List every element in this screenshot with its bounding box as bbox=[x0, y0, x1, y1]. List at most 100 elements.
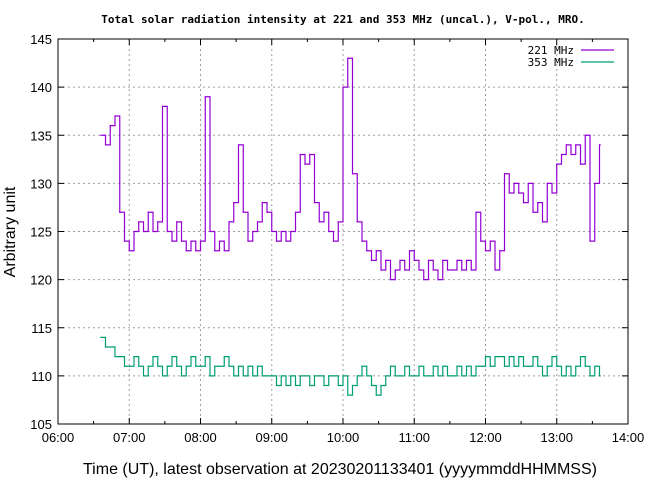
data-point bbox=[280, 230, 282, 233]
data-point bbox=[594, 182, 596, 184]
x-tick-label: 11:00 bbox=[398, 430, 430, 445]
data-point bbox=[418, 365, 420, 367]
data-point bbox=[252, 230, 254, 233]
data-point bbox=[128, 250, 130, 252]
data-point bbox=[166, 230, 168, 233]
data-point bbox=[556, 365, 558, 367]
data-point bbox=[142, 375, 145, 377]
data-point bbox=[475, 211, 477, 213]
y-tick-label: 140 bbox=[30, 80, 52, 95]
data-point bbox=[546, 182, 548, 184]
data-point bbox=[475, 365, 477, 367]
x-tick-label: 13:00 bbox=[540, 430, 573, 445]
x-tick-label: 12:00 bbox=[469, 430, 502, 445]
data-point bbox=[100, 134, 102, 136]
data-point bbox=[570, 375, 572, 377]
plot-frame bbox=[57, 38, 629, 425]
data-point bbox=[584, 365, 586, 367]
data-point bbox=[513, 365, 515, 367]
data-point bbox=[195, 365, 197, 367]
data-point bbox=[199, 365, 202, 367]
data-point bbox=[427, 375, 430, 377]
data-point bbox=[351, 173, 354, 175]
data-point bbox=[228, 365, 230, 367]
data-point bbox=[551, 192, 553, 194]
data-point bbox=[313, 202, 316, 204]
data-point bbox=[584, 134, 586, 136]
data-point bbox=[185, 365, 187, 367]
data-point bbox=[380, 384, 382, 387]
data-point bbox=[171, 240, 173, 242]
data-point bbox=[527, 365, 529, 367]
data-point bbox=[237, 144, 240, 146]
data-point bbox=[261, 375, 263, 377]
data-point bbox=[470, 375, 472, 377]
data-point bbox=[432, 269, 434, 271]
data-point bbox=[461, 375, 463, 377]
data-point bbox=[294, 384, 297, 387]
data-point bbox=[242, 375, 244, 377]
data-point bbox=[119, 211, 121, 213]
data-point bbox=[299, 375, 301, 377]
data-point bbox=[138, 365, 140, 367]
legend-label: 221 MHz bbox=[528, 44, 574, 57]
data-point bbox=[499, 250, 501, 252]
data-point bbox=[465, 365, 468, 367]
data-point bbox=[223, 356, 225, 358]
y-tick-label: 115 bbox=[31, 321, 52, 336]
data-point bbox=[147, 365, 149, 367]
data-point bbox=[456, 259, 458, 261]
data-point bbox=[389, 365, 392, 367]
data-point bbox=[266, 211, 268, 213]
data-point bbox=[598, 375, 601, 377]
data-point bbox=[252, 375, 254, 377]
data-point bbox=[109, 125, 111, 127]
data-point bbox=[404, 269, 406, 271]
data-point bbox=[271, 230, 273, 233]
data-point bbox=[556, 163, 558, 165]
y-axis-label: Arbitrary unit bbox=[2, 186, 19, 277]
y-tick-label: 125 bbox=[30, 225, 52, 240]
data-point bbox=[351, 384, 354, 387]
data-point bbox=[256, 365, 259, 367]
legend-label: 353 MHz bbox=[528, 56, 574, 69]
data-point bbox=[242, 211, 244, 213]
data-point bbox=[323, 211, 325, 213]
data-point bbox=[104, 346, 107, 348]
data-point bbox=[503, 173, 506, 175]
data-point bbox=[309, 384, 311, 387]
data-point bbox=[589, 240, 591, 242]
data-point bbox=[427, 259, 430, 261]
data-point bbox=[385, 259, 387, 261]
data-point bbox=[484, 356, 487, 358]
x-tick-label: 07:00 bbox=[113, 430, 146, 445]
data-point bbox=[532, 356, 534, 358]
data-point bbox=[332, 240, 335, 242]
data-point bbox=[513, 182, 515, 184]
data-point bbox=[494, 269, 496, 271]
data-point bbox=[451, 375, 453, 377]
data-point bbox=[218, 240, 221, 242]
data-point bbox=[480, 365, 482, 367]
data-point bbox=[133, 230, 135, 233]
data-point bbox=[451, 269, 453, 271]
data-point bbox=[399, 259, 401, 261]
data-point bbox=[123, 240, 126, 242]
data-point bbox=[575, 144, 577, 146]
data-point bbox=[570, 153, 572, 156]
data-point bbox=[247, 240, 249, 242]
data-point bbox=[114, 356, 116, 358]
data-point bbox=[375, 394, 377, 396]
series-line-353-mhz bbox=[100, 336, 601, 396]
data-point bbox=[361, 240, 363, 242]
data-point bbox=[180, 240, 183, 242]
data-point bbox=[560, 153, 563, 156]
data-point bbox=[499, 356, 501, 358]
data-point bbox=[309, 153, 311, 156]
data-point bbox=[328, 230, 330, 233]
data-point bbox=[318, 375, 320, 377]
y-tick-label: 135 bbox=[30, 128, 52, 143]
x-tick-label: 08:00 bbox=[184, 430, 217, 445]
y-tick-label: 105 bbox=[30, 417, 52, 432]
data-point bbox=[171, 356, 173, 358]
